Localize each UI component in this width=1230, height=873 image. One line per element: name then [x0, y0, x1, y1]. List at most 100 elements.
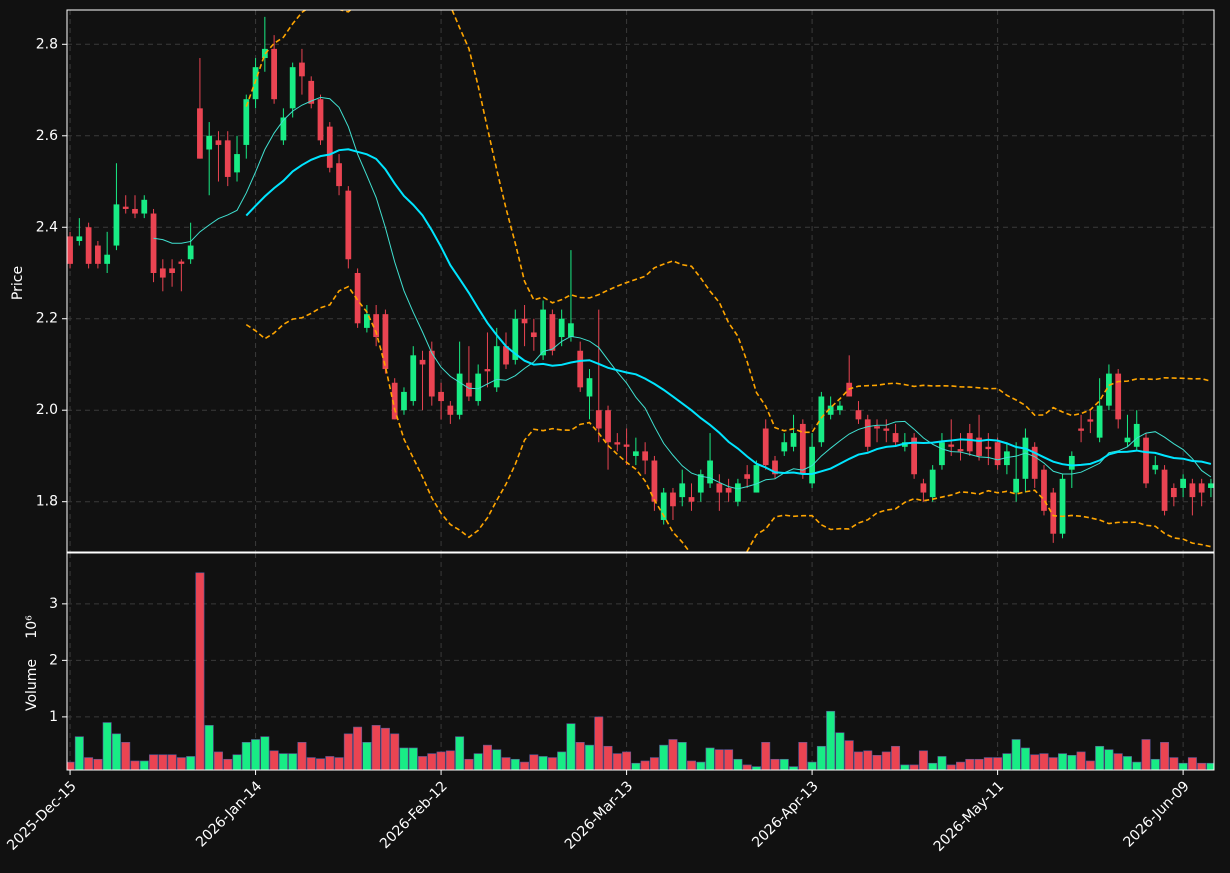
volume-bar — [594, 716, 604, 770]
candle-body — [104, 254, 111, 264]
candle-body — [586, 378, 593, 397]
candle-body — [493, 346, 500, 388]
bollinger-lower — [245, 285, 1212, 552]
candle-body — [670, 492, 676, 507]
candle-body — [929, 469, 936, 498]
moving-average — [245, 148, 1212, 476]
volume-bar — [835, 732, 845, 770]
volume-bar — [213, 751, 223, 770]
volume-bar — [575, 742, 585, 770]
volume-bar — [399, 747, 409, 770]
candle-body — [141, 199, 148, 214]
volume-bar — [67, 761, 75, 770]
volume-bar — [798, 742, 808, 770]
volume-bar — [649, 757, 659, 770]
y-tick-label: 2.8 — [36, 36, 58, 52]
candle-body — [864, 419, 871, 447]
candle-body — [1106, 373, 1112, 406]
volume-bar — [696, 761, 706, 770]
volume-bar — [501, 757, 511, 770]
candle-body — [159, 268, 166, 278]
volume-bar — [1178, 762, 1188, 770]
price-frame — [66, 9, 1215, 553]
candle-body — [150, 213, 157, 273]
y-tick-label: 1 — [49, 709, 58, 725]
volume-bar — [909, 764, 919, 770]
candle-body — [317, 99, 324, 141]
candle-body — [837, 405, 843, 411]
volume-bar — [464, 758, 474, 770]
volume-bar — [204, 725, 214, 770]
volume-bar — [956, 761, 965, 770]
volume-bar — [881, 751, 891, 770]
volume-bar — [510, 758, 520, 770]
candle-body — [994, 442, 1001, 466]
volume-offset: 10⁶ — [24, 615, 40, 639]
moving-average — [153, 96, 1212, 490]
candle-body — [985, 446, 992, 450]
volume-bar — [241, 742, 251, 770]
candle-body — [595, 410, 602, 429]
candle-body — [976, 437, 982, 456]
volume-bar — [158, 754, 168, 770]
volume-axis-label: Volume — [24, 659, 40, 711]
volume-bar — [269, 750, 279, 770]
candle-body — [697, 474, 704, 493]
candle-body — [1124, 437, 1131, 443]
candle-body — [456, 373, 463, 415]
volume-bar — [84, 757, 94, 770]
candle-body — [892, 433, 899, 443]
volume-bar — [1095, 745, 1105, 770]
candle-body — [428, 350, 435, 397]
candle-body — [1115, 373, 1122, 420]
candle-body — [558, 318, 565, 338]
volume-bar — [325, 756, 335, 770]
candle-body — [623, 444, 630, 447]
candle-body — [187, 245, 194, 260]
candle-body — [419, 359, 426, 365]
volume-bar — [724, 749, 734, 770]
candle-body — [466, 382, 472, 397]
candle-body — [438, 391, 444, 402]
candle-body — [1189, 483, 1196, 498]
candle-body — [391, 382, 398, 420]
y-tick-label: 2.6 — [36, 128, 58, 144]
volume-bar — [659, 744, 669, 770]
volume-bar — [1141, 739, 1151, 770]
candle-body — [85, 227, 92, 264]
candle-body — [642, 451, 649, 461]
candle-body — [762, 428, 769, 466]
volume-bar — [362, 742, 372, 770]
candle-body — [855, 410, 862, 420]
volume-bar — [74, 736, 84, 770]
volume-bar — [816, 745, 826, 770]
y-tick-label: 1.8 — [36, 494, 58, 510]
candle-body — [484, 369, 491, 372]
volume-bar — [742, 764, 752, 770]
volume-bar — [789, 766, 799, 770]
candle-body — [744, 474, 751, 479]
candle-body — [632, 451, 639, 456]
candle-body — [716, 483, 723, 493]
volume-bar — [111, 733, 121, 770]
candle-body — [132, 208, 138, 214]
volume-bar — [872, 755, 882, 770]
volume-bar — [427, 753, 437, 770]
volume-bar — [844, 740, 854, 770]
candle-body — [215, 140, 222, 145]
volume-bar — [547, 757, 557, 770]
volume-bar — [1169, 757, 1179, 770]
y-tick-label: 2 — [49, 652, 58, 668]
volume-bar — [436, 751, 446, 770]
volume-bar — [714, 749, 724, 770]
candle-body — [920, 483, 927, 493]
volume-bar — [993, 757, 1003, 770]
candle-body — [605, 410, 611, 443]
candle-body — [308, 80, 315, 104]
candle-body — [818, 396, 825, 443]
candle-body — [577, 350, 584, 388]
volume-bar — [900, 764, 910, 770]
volume-bar — [918, 750, 928, 770]
volume-bar — [853, 751, 863, 770]
y-tick-label: 2.0 — [36, 402, 58, 418]
